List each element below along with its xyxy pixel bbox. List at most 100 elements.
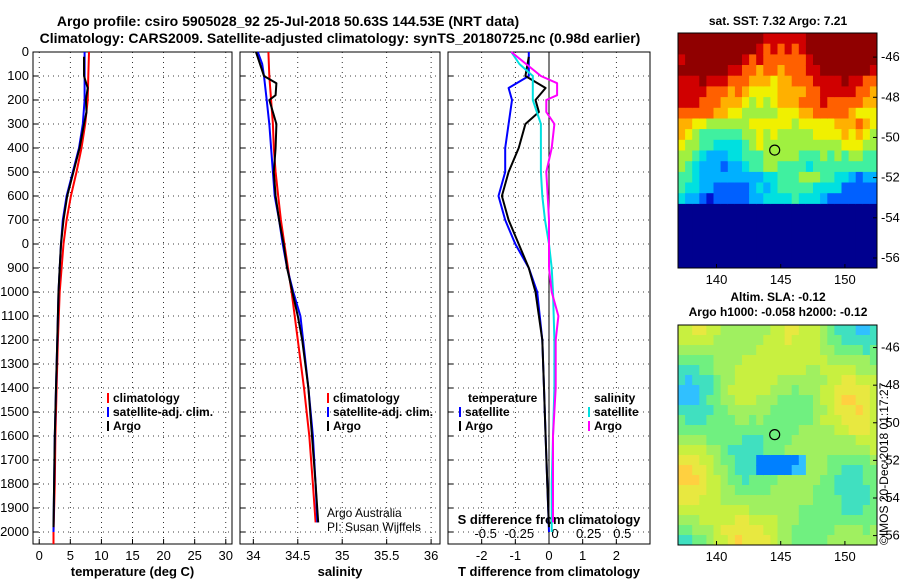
sla-map-cell — [777, 475, 786, 486]
sla-map-cell — [777, 335, 786, 346]
sst-map-cell — [869, 225, 877, 237]
sla-map-cell — [841, 365, 850, 376]
sla-map-cell — [720, 375, 729, 386]
depth-tick-label: 900 — [7, 260, 29, 275]
sst-map-cell — [685, 33, 693, 45]
sst-map-cell — [848, 257, 857, 268]
sst-map-cell — [685, 225, 693, 237]
sst-map-cell — [834, 97, 843, 109]
sst-map-cell — [720, 171, 729, 184]
sst-map-cell — [798, 171, 807, 184]
sla-map-cell — [685, 515, 693, 526]
sst-map-cell — [770, 193, 779, 205]
sst-map-cell — [813, 75, 821, 87]
sst-map-cell — [841, 118, 850, 130]
sla-map-cell — [713, 365, 722, 376]
sla-map-cell — [706, 455, 715, 466]
sst-map-cell — [869, 257, 877, 268]
sst-map-cell — [834, 182, 843, 194]
sla-map-cell — [869, 525, 877, 536]
sla-map-cell — [798, 335, 807, 346]
sst-map-cell — [820, 65, 828, 77]
sla-map-cell — [848, 495, 857, 506]
sla-map-cell — [862, 325, 871, 336]
temperature-xtick-label: 10 — [94, 548, 108, 563]
sla-map-cell — [756, 475, 764, 486]
sla-map-cell — [692, 475, 700, 486]
sst-map-cell — [820, 182, 828, 194]
sla-map-cell — [756, 535, 764, 545]
sla-map-cell — [841, 435, 850, 446]
sst-map-cell — [763, 65, 771, 77]
sla-map-cell — [742, 435, 750, 446]
sst-map-cell — [820, 203, 828, 216]
temperature-xlabel: temperature (deg C) — [71, 564, 195, 579]
depth-tick-label: 700 — [7, 212, 29, 227]
sla-map-cell — [834, 395, 843, 406]
sla-map-cell — [869, 435, 877, 446]
sla-map-cell — [678, 515, 686, 526]
sst-map-cell — [813, 33, 821, 45]
salinity-xtick-label: 34 — [246, 548, 260, 563]
sst-map-cell — [791, 107, 800, 120]
sst-map-cell — [777, 129, 786, 141]
sst-map-cell — [727, 182, 736, 194]
sla-map-cell — [692, 535, 700, 545]
sla-map-cell — [855, 485, 864, 496]
sst-map-cell — [784, 129, 793, 141]
sla-map-cell — [813, 415, 821, 426]
sst-map-cell — [784, 75, 793, 87]
sla-map-cell — [777, 525, 786, 536]
sla-map-cell — [699, 465, 707, 476]
sla-map-cell — [862, 495, 871, 506]
sla-map-cell — [862, 505, 871, 516]
sst-map-cell — [727, 86, 736, 98]
sla-map-title-line1: Altim. SLA: -0.12 — [730, 290, 826, 304]
sla-map-cell — [848, 385, 857, 396]
sst-map-cell — [848, 193, 857, 205]
sla-map-cell — [869, 465, 877, 476]
sst-map-cell — [720, 139, 729, 152]
sla-map-cell — [848, 405, 857, 416]
sla-map-cell — [813, 525, 821, 536]
sla-map-cell — [678, 535, 686, 545]
sst-map-cell — [791, 193, 800, 205]
sst-map-cell — [784, 43, 793, 55]
sla-map-cell — [805, 435, 814, 446]
sla-map-cell — [763, 335, 771, 346]
sst-map-cell — [749, 236, 757, 248]
sst-map-cell — [713, 65, 722, 77]
sst-map-cell — [841, 86, 850, 98]
sla-map-cell — [841, 525, 850, 536]
sst-map-cell — [784, 107, 793, 120]
sst-map-cell — [706, 107, 715, 120]
sla-map-cell — [763, 355, 771, 366]
sla-map-cell — [678, 395, 686, 406]
sst-map-cell — [678, 139, 686, 152]
sla-map-cell — [805, 345, 814, 356]
sst-map-cell — [756, 75, 764, 87]
sst-map-cell — [734, 86, 743, 98]
sst-map-cell — [791, 182, 800, 194]
sla-map-cell — [734, 325, 743, 336]
sla-map-cell — [734, 405, 743, 416]
sla-map-cell — [727, 365, 736, 376]
sst-map-cell — [706, 246, 715, 258]
sla-map-cell — [720, 455, 729, 466]
sla-map-cell — [827, 505, 835, 516]
sla-map-cell — [749, 465, 757, 476]
sla-map-cell — [841, 425, 850, 436]
sst-map-cell — [813, 161, 821, 173]
sst-map-cell — [834, 86, 843, 98]
sla-ytick-label: -54 — [881, 490, 900, 505]
sla-map-cell — [685, 395, 693, 406]
sla-map-cell — [855, 375, 864, 386]
sst-map-cell — [862, 33, 871, 45]
sst-map-cell — [706, 54, 715, 66]
sst-map-cell — [699, 43, 707, 55]
sst-map-cell — [848, 182, 857, 194]
sst-map-cell — [706, 86, 715, 98]
sst-map-cell — [685, 86, 693, 98]
sst-map-panel: -46 -48 -50 -52 -54 -56 140 145 150 sat. SST: 7.3… — [677, 14, 900, 287]
sst-map-cell — [734, 150, 743, 162]
